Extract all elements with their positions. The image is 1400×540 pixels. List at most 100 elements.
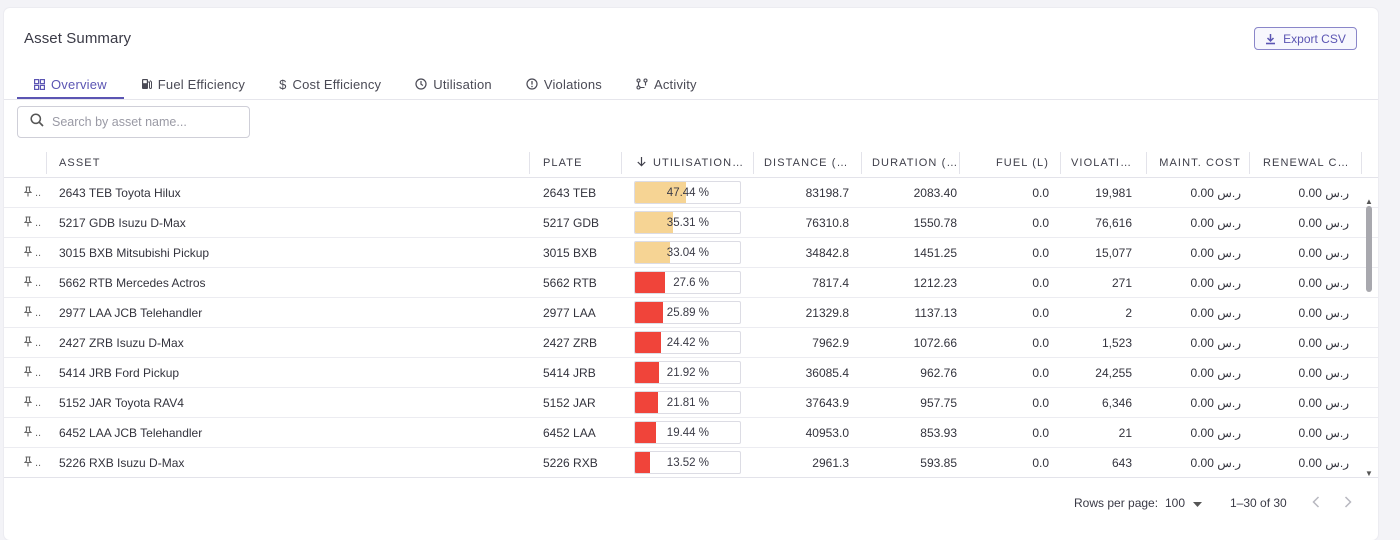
pin-icon [24,365,33,380]
table-row[interactable]: .. 3015 BXB Mitsubishi Pickup 3015 BXB 33.0… [4,238,1378,268]
tab-overview-label: Overview [51,76,107,92]
download-icon [1265,33,1276,45]
column-header-plate[interactable]: PLATE [543,157,583,169]
pin-column-button[interactable]: .. [24,448,46,477]
tab-fuel-efficiency[interactable]: Fuel Efficiency [124,70,262,98]
pin-column-button[interactable]: .. [24,298,46,327]
scroll-down-arrow-icon[interactable]: ▼ [1365,469,1373,478]
pagination-range: 1–30 of 30 [1230,496,1287,510]
tab-utilisation-label: Utilisation [433,76,492,92]
column-separator [1361,152,1362,174]
column-header-asset[interactable]: ASSET [59,157,101,169]
rows-per-page-select[interactable]: 100 [1165,492,1203,514]
utilisation-value: 27.6 % [673,276,709,289]
pagination-bar: Rows per page: 100 1–30 of 30 [4,488,1378,518]
scroll-thumb[interactable] [1366,206,1372,292]
sort-desc-arrow-icon [636,156,647,170]
utilisation-value: 35.31 % [666,216,709,229]
tab-cost-efficiency-label: Cost Efficiency [292,76,382,92]
tab-utilisation[interactable]: Utilisation [398,70,509,98]
duration-cell: 1550.78 [913,215,957,230]
asset-table: ASSET PLATE UTILISATION… DISTANCE (… DUR… [4,148,1378,478]
column-header-distance[interactable]: DISTANCE (… [764,157,849,169]
pin-icon [24,275,33,290]
pin-column-button[interactable]: .. [24,208,46,237]
pin-icon [24,215,33,230]
tab-activity[interactable]: Activity [619,70,714,98]
pin-column-button[interactable]: .. [24,268,46,297]
pin-column-button[interactable]: .. [24,358,46,387]
table-row[interactable]: .. 5226 RXB Isuzu D-Max 5226 RXB 13.52 % 296… [4,448,1378,478]
fuel-cell: 0.0 [1032,245,1049,260]
utilisation-value: 19.44 % [666,426,709,439]
table-row[interactable]: .. 5662 RTB Mercedes Actros 5662 RTB 27.6 %… [4,268,1378,298]
export-csv-button[interactable]: Export CSV [1254,27,1357,50]
table-row[interactable]: .. 2977 LAA JCB Telehandler 2977 LAA 25.89 … [4,298,1378,328]
column-separator [861,152,862,174]
rows-per-page-label: Rows per page: [1074,496,1159,510]
tab-violations-label: Violations [543,76,602,92]
maint-cost-cell: 0.00 ر.س [1190,305,1241,320]
maint-cost-cell: 0.00 ر.س [1190,245,1241,260]
clock-icon [415,78,427,90]
table-row[interactable]: .. 5414 JRB Ford Pickup 5414 JRB 21.92 % 360… [4,358,1378,388]
utilisation-bar-fill [635,272,665,293]
duration-cell: 1072.66 [913,335,957,350]
renewal-cost-cell: 0.00 ر.س [1298,455,1349,470]
violations-cell: 15,077 [1095,245,1132,260]
plate-cell: 5226 RXB [543,455,598,470]
maint-cost-cell: 0.00 ر.س [1190,425,1241,440]
plate-cell: 2427 ZRB [543,335,598,350]
pin-icon [24,185,33,200]
table-row[interactable]: .. 2643 TEB Toyota Hilux 2643 TEB 47.44 % 83… [4,178,1378,208]
next-page-button[interactable] [1338,493,1358,513]
violations-cell: 19,981 [1095,185,1132,200]
pin-ellipsis: .. [35,216,42,229]
column-header-duration[interactable]: DURATION (… [872,157,958,169]
violations-cell: 76,616 [1095,215,1132,230]
utilisation-bar-fill [635,452,650,473]
tab-violations[interactable]: Violations [509,70,619,98]
column-header-maint-cost[interactable]: MAINT. COST [1159,157,1241,169]
previous-page-button[interactable] [1306,493,1326,513]
distance-cell: 7962.9 [812,335,849,350]
column-header-utilisation-label: UTILISATION… [653,157,745,169]
asset-cell: 3015 BXB Mitsubishi Pickup [59,245,210,260]
table-row[interactable]: .. 6452 LAA JCB Telehandler 6452 LAA 19.44 … [4,418,1378,448]
utilisation-value: 24.42 % [666,336,709,349]
column-separator [753,152,754,174]
column-header-violations[interactable]: VIOLATI… [1071,157,1133,169]
maint-cost-cell: 0.00 ر.س [1190,455,1241,470]
duration-cell: 957.75 [920,395,957,410]
utilisation-bar: 24.42 % [634,331,741,354]
caret-down-icon [1193,496,1203,510]
column-header-renewal-cost[interactable]: RENEWAL C… [1263,157,1350,169]
pin-column-button[interactable]: .. [24,328,46,357]
renewal-cost-cell: 0.00 ر.س [1298,275,1349,290]
search-input[interactable] [52,115,232,129]
column-separator [529,152,530,174]
maint-cost-cell: 0.00 ر.س [1190,395,1241,410]
pin-column-button[interactable]: .. [24,238,46,267]
pin-column-button[interactable]: .. [24,388,46,417]
table-header: ASSET PLATE UTILISATION… DISTANCE (… DUR… [4,148,1378,178]
scroll-up-arrow-icon[interactable]: ▲ [1365,197,1373,206]
violations-cell: 271 [1111,275,1132,290]
pin-column-button[interactable]: .. [24,418,46,447]
plate-cell: 2977 LAA [543,305,596,320]
vertical-scrollbar[interactable]: ▲ ▼ [1364,198,1374,478]
utilisation-value: 33.04 % [666,246,709,259]
distance-cell: 76310.8 [805,215,849,230]
pin-column-button[interactable]: .. [24,178,46,207]
search-box[interactable] [17,106,250,138]
pin-icon [24,335,33,350]
column-header-utilisation[interactable]: UTILISATION… [636,148,746,178]
tab-cost-efficiency[interactable]: $ Cost Efficiency [262,70,398,98]
utilisation-value: 21.81 % [666,396,709,409]
table-row[interactable]: .. 2427 ZRB Isuzu D-Max 2427 ZRB 24.42 % 796… [4,328,1378,358]
tab-overview[interactable]: Overview [17,70,124,99]
column-header-fuel[interactable]: FUEL (L) [995,157,1049,169]
table-row[interactable]: .. 5217 GDB Isuzu D-Max 5217 GDB 35.31 % 763… [4,208,1378,238]
table-row[interactable]: .. 5152 JAR Toyota RAV4 5152 JAR 21.81 % 376… [4,388,1378,418]
utilisation-bar: 19.44 % [634,421,741,444]
